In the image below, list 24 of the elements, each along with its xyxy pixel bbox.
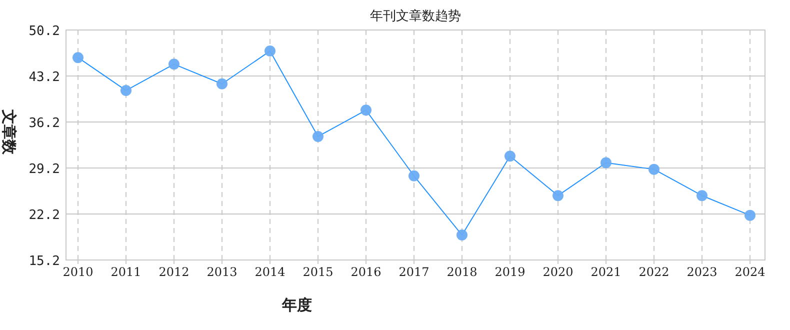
x-tick-label: 2014 bbox=[254, 265, 286, 279]
x-tick-label: 2016 bbox=[350, 265, 382, 279]
x-tick-label: 2020 bbox=[542, 265, 574, 279]
y-tick-label: 43.2 bbox=[28, 70, 60, 85]
x-tick-label: 2022 bbox=[638, 265, 670, 279]
x-axis-title: 年度 bbox=[281, 296, 312, 314]
y-tick-label: 50.2 bbox=[28, 24, 60, 39]
x-tick-label: 2019 bbox=[494, 265, 526, 279]
x-tick-label: 2015 bbox=[302, 265, 334, 279]
y-axis-title: 文章数 bbox=[0, 108, 18, 156]
x-tick-label: 2013 bbox=[206, 265, 238, 279]
x-tick-label: 2011 bbox=[110, 265, 142, 279]
y-tick-label: 29.2 bbox=[28, 162, 60, 177]
x-tick-label: 2024 bbox=[734, 265, 766, 279]
x-tick-label: 2012 bbox=[158, 265, 190, 279]
y-tick-label: 22.2 bbox=[28, 208, 60, 223]
chart-title: 年刊文章数趋势 bbox=[370, 9, 461, 24]
x-tick-label: 2017 bbox=[398, 265, 430, 279]
x-tick-label: 2018 bbox=[446, 265, 478, 279]
y-tick-label: 15.2 bbox=[28, 254, 60, 269]
x-tick-label: 2010 bbox=[62, 265, 94, 279]
x-tick-label: 2023 bbox=[686, 265, 718, 279]
y-tick-label: 36.2 bbox=[28, 116, 60, 131]
x-tick-label: 2021 bbox=[590, 265, 622, 279]
